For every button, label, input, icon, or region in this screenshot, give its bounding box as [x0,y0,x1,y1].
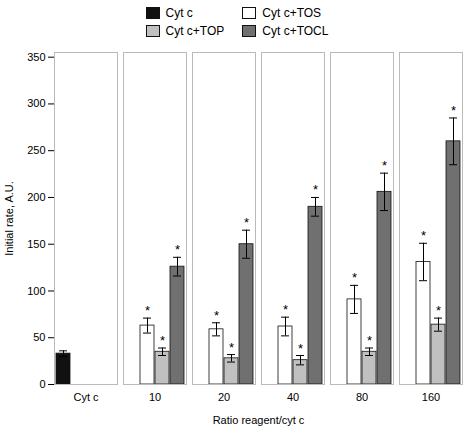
svg-text:50: 50 [33,331,45,343]
svg-text:Initial rate, A.U.: Initial rate, A.U. [3,181,15,256]
html-text:Cyt c+TOP: Cyt c+TOP [165,24,225,38]
svg-text:*: * [175,242,180,257]
svg-text:*: * [367,333,372,348]
svg-text:*: * [382,158,387,173]
svg-text:250: 250 [27,144,45,156]
svg-text:*: * [451,103,456,118]
svg-text:300: 300 [27,97,45,109]
svg-text:100: 100 [27,284,45,296]
svg-text:20: 20 [218,391,230,403]
html-text:Cyt c+TOCL: Cyt c+TOCL [262,24,329,38]
svg-text:350: 350 [27,51,45,63]
svg-text:*: * [436,303,441,318]
svg-text:*: * [421,228,426,243]
svg-text:40: 40 [287,391,299,403]
svg-text:150: 150 [27,238,45,250]
svg-text:*: * [298,341,303,356]
html-text:Cyt c+TOS: Cyt c+TOS [262,6,322,20]
svg-text:*: * [160,333,165,348]
svg-text:Cyt c: Cyt c [73,391,99,403]
svg-text:*: * [229,340,234,355]
svg-text:0: 0 [39,378,45,390]
svg-text:10: 10 [149,391,161,403]
svg-text:Ratio reagent/cyt c: Ratio reagent/cyt c [213,414,305,426]
svg-text:*: * [145,303,150,318]
svg-text:*: * [283,302,288,317]
svg-text:200: 200 [27,191,45,203]
svg-text:*: * [244,215,249,230]
svg-text:*: * [214,308,219,323]
svg-text:160: 160 [422,391,440,403]
html-text:Cyt c: Cyt c [165,6,193,20]
svg-text:80: 80 [356,391,368,403]
svg-text:*: * [313,182,318,197]
svg-text:*: * [352,270,357,285]
